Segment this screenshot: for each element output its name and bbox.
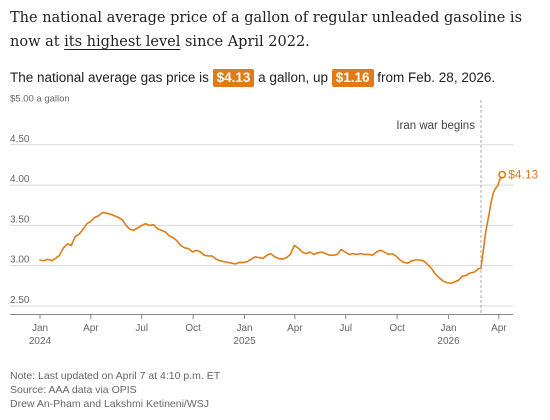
chart-gridlines <box>10 144 513 307</box>
current-price-badge: $4.13 <box>212 69 255 87</box>
subhead-part2: a gallon, up <box>254 70 332 85</box>
subhead-part1: The national average gas price is <box>10 70 213 85</box>
y-axis-labels: $5.00 a gallon 4.50 4.00 3.50 3.00 2.50 <box>10 94 70 306</box>
y-tick-label: 2.50 <box>10 295 30 306</box>
latest-price-label: $4.13 <box>508 168 538 182</box>
intro-paragraph: The national average price of a gallon o… <box>10 6 540 54</box>
intro-text-before: The national average price of a gallon o… <box>10 10 523 50</box>
y-tick-label: $5.00 a gallon <box>10 94 70 105</box>
x-tick-year: 2024 <box>29 336 52 347</box>
x-tick-label: Jul <box>339 323 352 334</box>
x-tick-label: Apr <box>491 323 507 334</box>
event-label: Iran war begins <box>396 120 475 132</box>
x-tick-label: Jul <box>135 323 148 334</box>
y-tick-label: 3.50 <box>10 214 30 225</box>
x-tick-year: 2025 <box>233 336 256 347</box>
x-axis: Jan 2024 Apr Jul Oct Jan 2025 Apr Jul Oct Jan 2026 A… <box>10 314 513 347</box>
note-source: Source: AAA data via OPIS <box>10 384 137 396</box>
chart-notes: Note: Last updated on April 7 at 4:10 p.… <box>10 369 220 411</box>
latest-price-marker <box>498 170 507 179</box>
note-credit: Drew An-Pham and Lakshmi Ketineni/WSJ <box>10 398 210 410</box>
subhead-part3: from Feb. 28, 2026. <box>373 70 496 85</box>
chart-subhead: The national average gas price is $4.13 … <box>10 68 495 88</box>
x-tick-label: Oct <box>185 323 201 334</box>
note-updated: Note: Last updated on April 7 at 4:10 p.… <box>10 370 221 382</box>
gas-price-line-chart: $5.00 a gallon 4.50 4.00 3.50 3.00 2.50 Jan 20… <box>10 94 539 347</box>
price-change-badge: $1.16 <box>331 69 374 87</box>
highest-level-link[interactable]: its highest level <box>64 34 181 50</box>
event-annotation: Iran war begins <box>396 100 482 314</box>
y-tick-label: 3.00 <box>10 255 30 266</box>
x-tick-label: Apr <box>83 323 99 334</box>
x-tick-label: Jan <box>440 323 456 334</box>
x-tick-label: Oct <box>389 323 405 334</box>
x-tick-label: Jan <box>32 323 48 334</box>
price-series: $4.13 <box>39 168 539 285</box>
y-tick-label: 4.00 <box>10 174 30 185</box>
intro-text-after: since April 2022. <box>180 34 310 50</box>
y-tick-label: 4.50 <box>10 134 30 145</box>
price-line <box>39 173 503 285</box>
x-tick-label: Jan <box>236 323 252 334</box>
x-tick-label: Apr <box>287 323 303 334</box>
x-tick-year: 2026 <box>437 336 460 347</box>
